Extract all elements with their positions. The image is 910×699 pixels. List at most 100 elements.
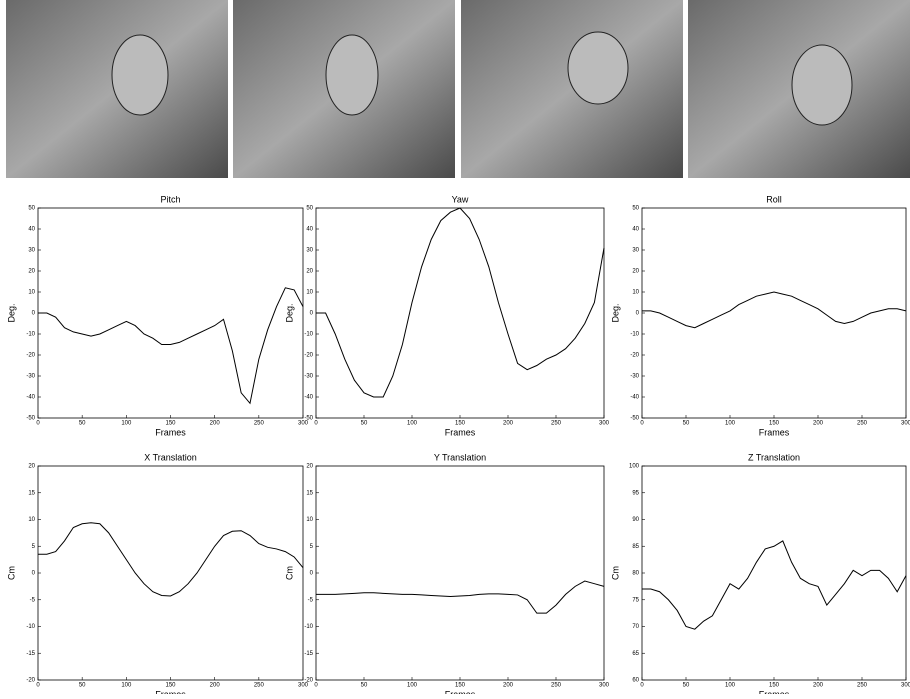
x-tick-label: 200 (503, 421, 514, 427)
face-mesh (791, 44, 853, 126)
y-tick-label: -50 (26, 416, 35, 422)
x-tick-label: 200 (210, 421, 221, 427)
x-tick-label: 50 (79, 421, 86, 427)
line (316, 207, 605, 398)
y-tick-label: 50 (632, 206, 639, 212)
x-axis-label: Frames (155, 689, 186, 694)
y-tick-label: -10 (304, 624, 313, 630)
x-tick-label: 150 (165, 421, 176, 427)
y-tick-label: 15 (306, 490, 313, 496)
y-tick-label: 20 (306, 464, 313, 470)
x-tick-label: 100 (121, 683, 132, 689)
x-axis-label: Frames (445, 689, 476, 694)
x-tick-label: 250 (254, 683, 265, 689)
x-axis-label: Frames (155, 427, 186, 437)
x-tick-label: 50 (79, 683, 86, 689)
y-axis-label: Deg. (610, 303, 620, 322)
chart-title: Roll (766, 194, 782, 204)
y-tick-label: 65 (632, 651, 639, 657)
y-tick-label: 5 (310, 544, 314, 550)
x-tick-label: 300 (298, 421, 309, 427)
x-tick-label: 50 (683, 683, 690, 689)
x-tick-label: 0 (314, 421, 318, 427)
chart-title: Z Translation (748, 452, 800, 462)
y-tick-label: 0 (310, 311, 314, 317)
y-tick-label: 20 (306, 269, 313, 275)
x-tick-label: 150 (769, 421, 780, 427)
y-axis-label: Cm (6, 566, 16, 580)
y-tick-label: 0 (32, 311, 36, 317)
y-tick-label: -5 (308, 597, 314, 603)
x-tick-label: 100 (725, 683, 736, 689)
x-tick-label: 200 (503, 683, 514, 689)
x-tick-label: 150 (455, 421, 466, 427)
y-axis-label: Deg. (6, 303, 16, 322)
y-tick-label: -15 (304, 651, 313, 657)
y-axis-label: Cm (284, 566, 294, 580)
y-tick-label: -10 (630, 332, 639, 338)
x-tick-label: 300 (901, 421, 910, 427)
plot-frame (641, 207, 907, 419)
y-tick-label: -20 (26, 353, 35, 359)
x-tick-label: 0 (640, 421, 644, 427)
y-tick-label: -20 (304, 678, 313, 684)
x-tick-label: 300 (298, 683, 309, 689)
y-tick-label: 0 (310, 571, 314, 577)
x-tick-label: 0 (314, 683, 318, 689)
x-tick-label: 250 (551, 421, 562, 427)
plot-frame (37, 207, 304, 419)
y-tick-label: 80 (632, 571, 639, 577)
x-tick-label: 250 (857, 421, 868, 427)
photo (461, 0, 683, 178)
y-tick-label: -10 (26, 332, 35, 338)
x-tick-label: 300 (599, 683, 610, 689)
x-tick-label: 150 (455, 683, 466, 689)
y-tick-label: 15 (28, 490, 35, 496)
x-tick-label: 300 (599, 421, 610, 427)
y-tick-label: 5 (32, 544, 36, 550)
chart-title: Yaw (452, 194, 469, 204)
y-tick-label: -15 (26, 651, 35, 657)
face-mesh (111, 34, 169, 116)
x-tick-label: 50 (683, 421, 690, 427)
y-tick-label: 10 (28, 290, 35, 296)
x-tick-label: 100 (121, 421, 132, 427)
y-tick-label: -10 (304, 332, 313, 338)
y-tick-label: 0 (32, 571, 36, 577)
x-tick-label: 200 (813, 421, 824, 427)
y-tick-label: 50 (28, 206, 35, 212)
y-tick-label: 20 (28, 464, 35, 470)
y-tick-label: 75 (632, 597, 639, 603)
x-tick-label: 150 (769, 683, 780, 689)
plot-frame (315, 465, 605, 681)
y-tick-label: -50 (630, 416, 639, 422)
face-mesh (325, 34, 379, 116)
x-tick-label: 0 (36, 683, 40, 689)
line (38, 522, 304, 597)
photos (6, 0, 910, 178)
chart-title: X Translation (144, 452, 197, 462)
y-tick-label: -30 (630, 374, 639, 380)
y-tick-label: -40 (26, 395, 35, 401)
y-tick-label: 10 (632, 290, 639, 296)
y-axis-label: Deg. (284, 303, 294, 322)
y-tick-label: 40 (28, 227, 35, 233)
y-tick-label: 30 (306, 248, 313, 254)
line (642, 540, 907, 630)
y-tick-label: 60 (632, 678, 639, 684)
y-tick-label: -30 (26, 374, 35, 380)
y-tick-label: 90 (632, 517, 639, 523)
y-tick-label: 40 (632, 227, 639, 233)
x-tick-label: 100 (725, 421, 736, 427)
x-tick-label: 0 (36, 421, 40, 427)
y-tick-label: 30 (28, 248, 35, 254)
x-tick-label: 100 (407, 683, 418, 689)
chart-title: Y Translation (434, 452, 486, 462)
y-tick-label: -20 (630, 353, 639, 359)
y-tick-label: -20 (304, 353, 313, 359)
y-tick-label: -40 (630, 395, 639, 401)
y-tick-label: -50 (304, 416, 313, 422)
x-tick-label: 200 (813, 683, 824, 689)
x-tick-label: 100 (407, 421, 418, 427)
